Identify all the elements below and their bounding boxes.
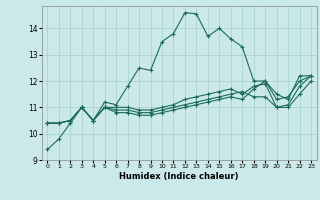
- X-axis label: Humidex (Indice chaleur): Humidex (Indice chaleur): [119, 172, 239, 181]
